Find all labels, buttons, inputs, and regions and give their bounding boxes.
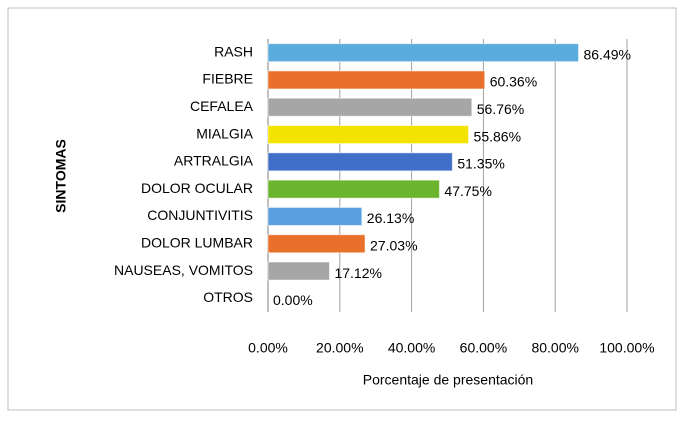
value-label: 26.13% [367, 210, 414, 226]
x-tick-label: 100.00% [599, 340, 654, 356]
y-tick-label: FIEBRE [202, 71, 253, 87]
value-label: 55.86% [474, 128, 521, 144]
y-tick-label: ARTRALGIA [174, 153, 254, 169]
y-tick-label: DOLOR OCULAR [141, 180, 253, 196]
bar [267, 70, 486, 90]
x-tick-label: 80.00% [531, 340, 578, 356]
bar [267, 125, 470, 145]
value-label: 86.49% [583, 46, 630, 62]
value-label: 56.76% [477, 101, 524, 117]
y-tick-label: CEFALEA [190, 98, 254, 114]
y-tick-label: MIALGIA [196, 125, 253, 141]
x-tick-label: 0.00% [248, 340, 288, 356]
bar [267, 97, 473, 117]
y-tick-label: NAUSEAS, VOMITOS [114, 262, 253, 278]
y-tick-label: RASH [214, 43, 253, 59]
value-label: 51.35% [457, 156, 504, 172]
value-label: 17.12% [334, 265, 381, 281]
y-tick-label: OTROS [203, 289, 253, 305]
y-tick-label: DOLOR LUMBAR [141, 234, 253, 250]
bar [267, 234, 366, 254]
value-label: 0.00% [273, 292, 313, 308]
bar [267, 206, 363, 226]
x-tick-label: 40.00% [388, 340, 435, 356]
bar [267, 179, 440, 199]
bar [267, 261, 330, 281]
bar [267, 152, 453, 172]
x-tick-label: 60.00% [460, 340, 507, 356]
value-label: 60.36% [490, 74, 537, 90]
y-axis-title: SINTOMAS [53, 139, 69, 213]
value-label: 47.75% [444, 183, 491, 199]
value-label: 27.03% [370, 237, 417, 253]
x-axis-title: Porcentaje de presentación [363, 372, 533, 388]
y-tick-label: CONJUNTIVITIS [147, 207, 253, 223]
x-tick-label: 20.00% [316, 340, 363, 356]
bar [267, 43, 579, 63]
